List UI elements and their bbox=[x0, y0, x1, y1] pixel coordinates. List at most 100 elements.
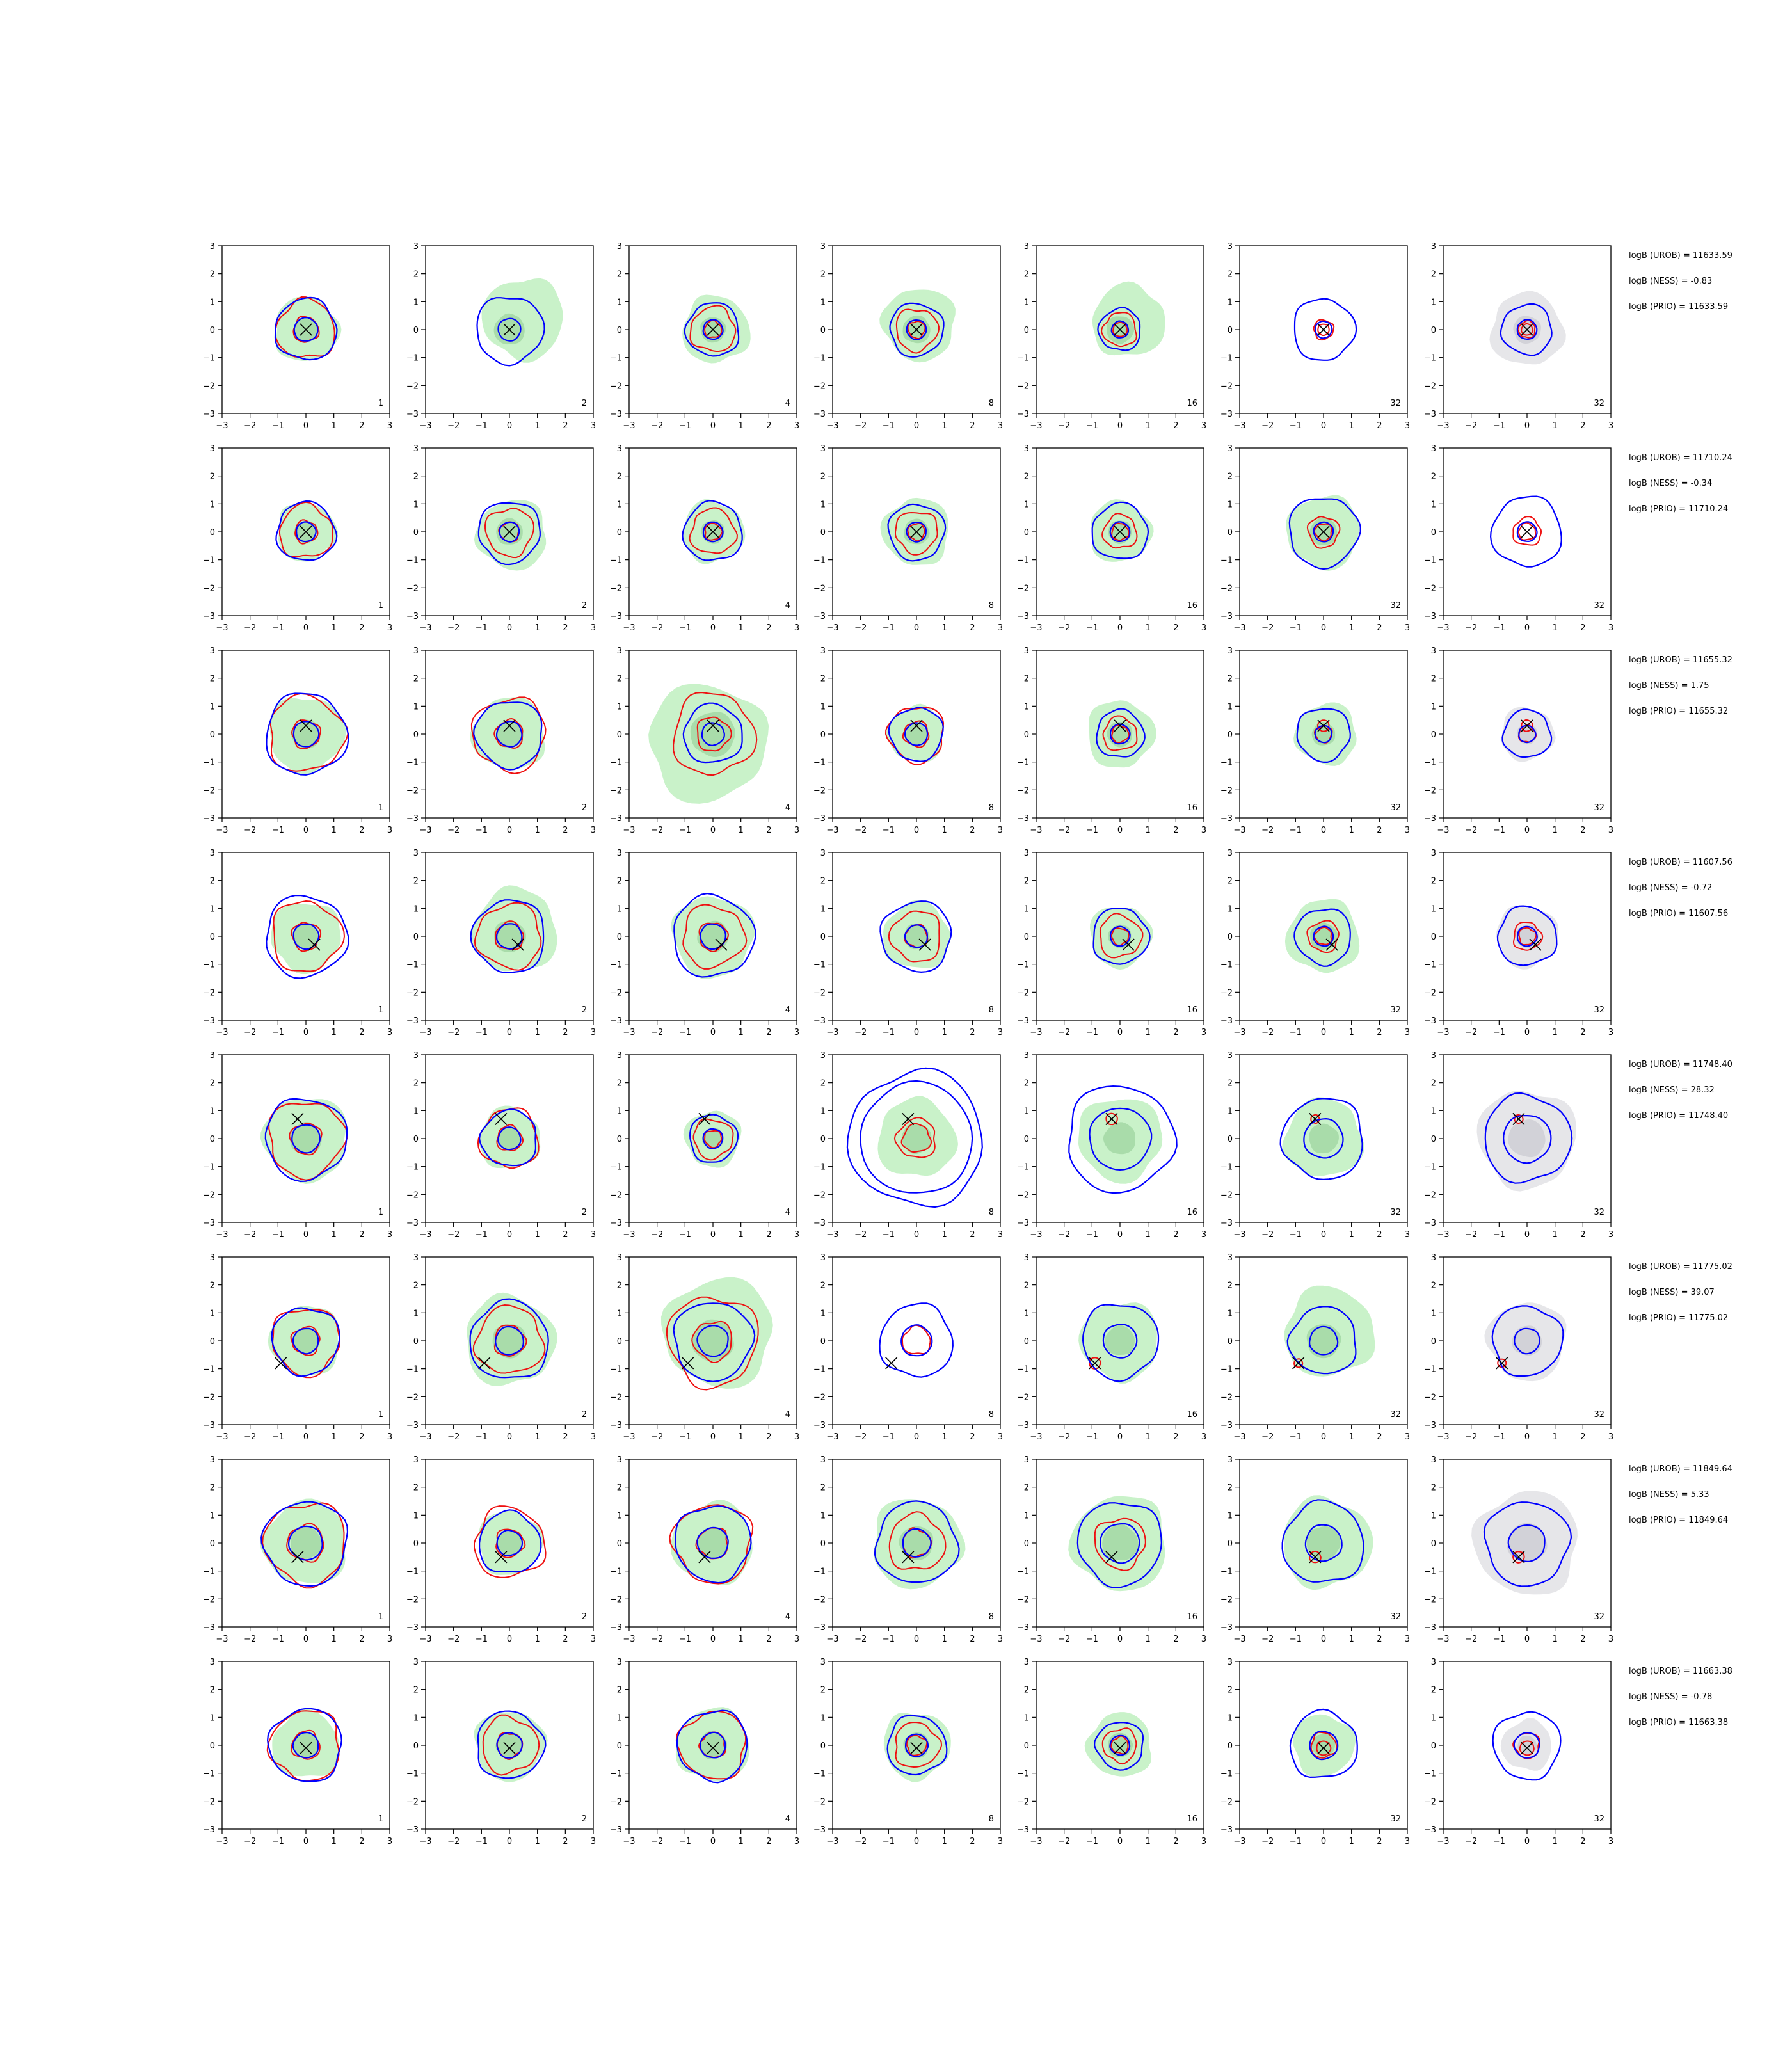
red-contour bbox=[1317, 323, 1330, 336]
x-tick-label: 0 bbox=[914, 623, 919, 633]
plot-area bbox=[1091, 499, 1154, 562]
x-tick-label: 1 bbox=[332, 1028, 337, 1037]
x-tick-label: 2 bbox=[359, 1028, 364, 1037]
y-tick-label: 2 bbox=[820, 270, 826, 280]
blue-contour bbox=[477, 1710, 547, 1779]
y-tick-label: 1 bbox=[1431, 1309, 1436, 1318]
blue-contour bbox=[682, 500, 743, 561]
x-tick-label: −1 bbox=[1290, 1837, 1302, 1846]
red-contour bbox=[470, 696, 547, 774]
row-6-logb-2: logB (NESS) = 39.07 bbox=[1629, 1288, 1715, 1297]
y-tick-label: 2 bbox=[413, 1281, 419, 1291]
y-tick-label: 2 bbox=[617, 1484, 622, 1493]
plot-area bbox=[1068, 1496, 1165, 1592]
y-tick-label: −3 bbox=[1424, 612, 1436, 621]
x-tick-label: −3 bbox=[216, 1230, 228, 1240]
axes-frame bbox=[832, 1256, 1001, 1425]
x-tick-label: −3 bbox=[1030, 623, 1042, 633]
x-tick-label: −3 bbox=[419, 1837, 431, 1846]
x-tick-label: 3 bbox=[591, 623, 596, 633]
y-tick-label: −2 bbox=[1017, 1190, 1029, 1200]
blue-contour bbox=[469, 1298, 549, 1379]
plot-area bbox=[477, 1105, 541, 1169]
density-fill-inner bbox=[1306, 1526, 1341, 1561]
y-tick-label: 1 bbox=[1431, 1713, 1436, 1723]
x-tick-label: 3 bbox=[591, 1635, 596, 1644]
y-tick-label: 2 bbox=[820, 1484, 826, 1493]
x-tick-label: −3 bbox=[1233, 826, 1245, 835]
x-tick-label: −3 bbox=[1233, 1230, 1245, 1240]
x-tick-label: 3 bbox=[1201, 1635, 1206, 1644]
y-tick-label: 0 bbox=[820, 932, 826, 942]
plot-area bbox=[1501, 707, 1556, 762]
x-tick-label: −2 bbox=[854, 1432, 867, 1442]
y-tick-label: −1 bbox=[203, 961, 215, 970]
red-contour bbox=[1512, 922, 1544, 951]
panel-r7-c4: −3 −2 −1 0 1 2 3 −3 −2 −1 0 1 2 3 8 bbox=[813, 1455, 1003, 1644]
y-tick-label: 1 bbox=[1431, 1511, 1436, 1521]
y-tick-label: −2 bbox=[610, 1797, 622, 1807]
blue-contour bbox=[476, 297, 545, 367]
density-fill-inner bbox=[497, 1531, 522, 1556]
y-tick-label: 0 bbox=[617, 1741, 622, 1751]
x-tick-label: 0 bbox=[914, 1028, 919, 1037]
blue-contour bbox=[1289, 1708, 1358, 1779]
panel-index-label: 32 bbox=[1594, 1410, 1604, 1420]
true-value-marker bbox=[300, 323, 312, 336]
y-tick-label: −2 bbox=[1017, 1797, 1029, 1807]
x-tick-label: −3 bbox=[419, 1635, 431, 1644]
y-tick-label: −1 bbox=[406, 961, 419, 970]
red-contour bbox=[689, 507, 738, 554]
x-tick-label: 1 bbox=[1146, 826, 1151, 835]
y-tick-label: −3 bbox=[610, 1219, 622, 1228]
y-tick-label: −1 bbox=[406, 354, 419, 364]
blue-contour bbox=[904, 722, 929, 746]
y-tick-label: 3 bbox=[1431, 444, 1436, 454]
x-tick-label: −3 bbox=[1437, 1230, 1449, 1240]
red-contour bbox=[1111, 724, 1130, 744]
x-tick-label: 3 bbox=[1201, 1837, 1206, 1846]
panel-index-label: 1 bbox=[378, 1814, 383, 1824]
y-tick-label: −2 bbox=[813, 1797, 826, 1807]
panel-r3-c4: −3 −2 −1 0 1 2 3 −3 −2 −1 0 1 2 3 8 bbox=[813, 646, 1003, 835]
blue-contour bbox=[1304, 1524, 1343, 1562]
y-tick-label: −2 bbox=[406, 1797, 419, 1807]
x-tick-label: −2 bbox=[651, 421, 663, 431]
y-tick-label: 0 bbox=[820, 528, 826, 538]
y-tick-label: −2 bbox=[1220, 584, 1233, 593]
y-tick-label: −1 bbox=[1424, 1365, 1436, 1375]
y-tick-label: −2 bbox=[610, 1190, 622, 1200]
x-tick-label: −3 bbox=[623, 1432, 635, 1442]
y-tick-label: −2 bbox=[406, 1393, 419, 1402]
x-tick-label: 2 bbox=[359, 421, 364, 431]
panel-index-label: 1 bbox=[378, 601, 383, 611]
blue-contour bbox=[1110, 723, 1131, 745]
x-tick-label: −3 bbox=[216, 1432, 228, 1442]
panel-index-label: 8 bbox=[989, 803, 994, 813]
y-tick-label: −1 bbox=[610, 1365, 622, 1375]
blue-contour bbox=[1314, 724, 1333, 744]
y-tick-label: 3 bbox=[617, 849, 622, 858]
blue-contour bbox=[1503, 1115, 1552, 1164]
x-tick-label: −1 bbox=[272, 826, 284, 835]
plot-area bbox=[1284, 899, 1360, 973]
y-tick-label: −2 bbox=[610, 381, 622, 391]
x-tick-label: 3 bbox=[1608, 1635, 1613, 1644]
x-tick-label: 1 bbox=[1553, 826, 1558, 835]
plot-area bbox=[884, 703, 945, 765]
x-tick-label: 1 bbox=[1553, 1432, 1558, 1442]
y-tick-label: −1 bbox=[1017, 758, 1029, 768]
y-tick-label: −3 bbox=[1017, 1825, 1029, 1835]
x-tick-label: −2 bbox=[854, 1837, 867, 1846]
x-tick-label: −2 bbox=[244, 1635, 256, 1644]
y-tick-label: −3 bbox=[1424, 1219, 1436, 1228]
y-tick-label: 0 bbox=[1228, 932, 1233, 942]
y-tick-label: −2 bbox=[203, 786, 215, 796]
blue-contour bbox=[1500, 303, 1553, 356]
blue-contour bbox=[1308, 1325, 1339, 1356]
panel-r8-c1: −3 −2 −1 0 1 2 3 −3 −2 −1 0 1 2 3 1 bbox=[203, 1658, 392, 1846]
plot-area bbox=[1286, 495, 1361, 571]
y-tick-label: −3 bbox=[203, 1825, 215, 1835]
x-tick-label: −1 bbox=[476, 826, 488, 835]
row-8-logb-1: logB (UROB) = 11663.38 bbox=[1629, 1667, 1732, 1676]
